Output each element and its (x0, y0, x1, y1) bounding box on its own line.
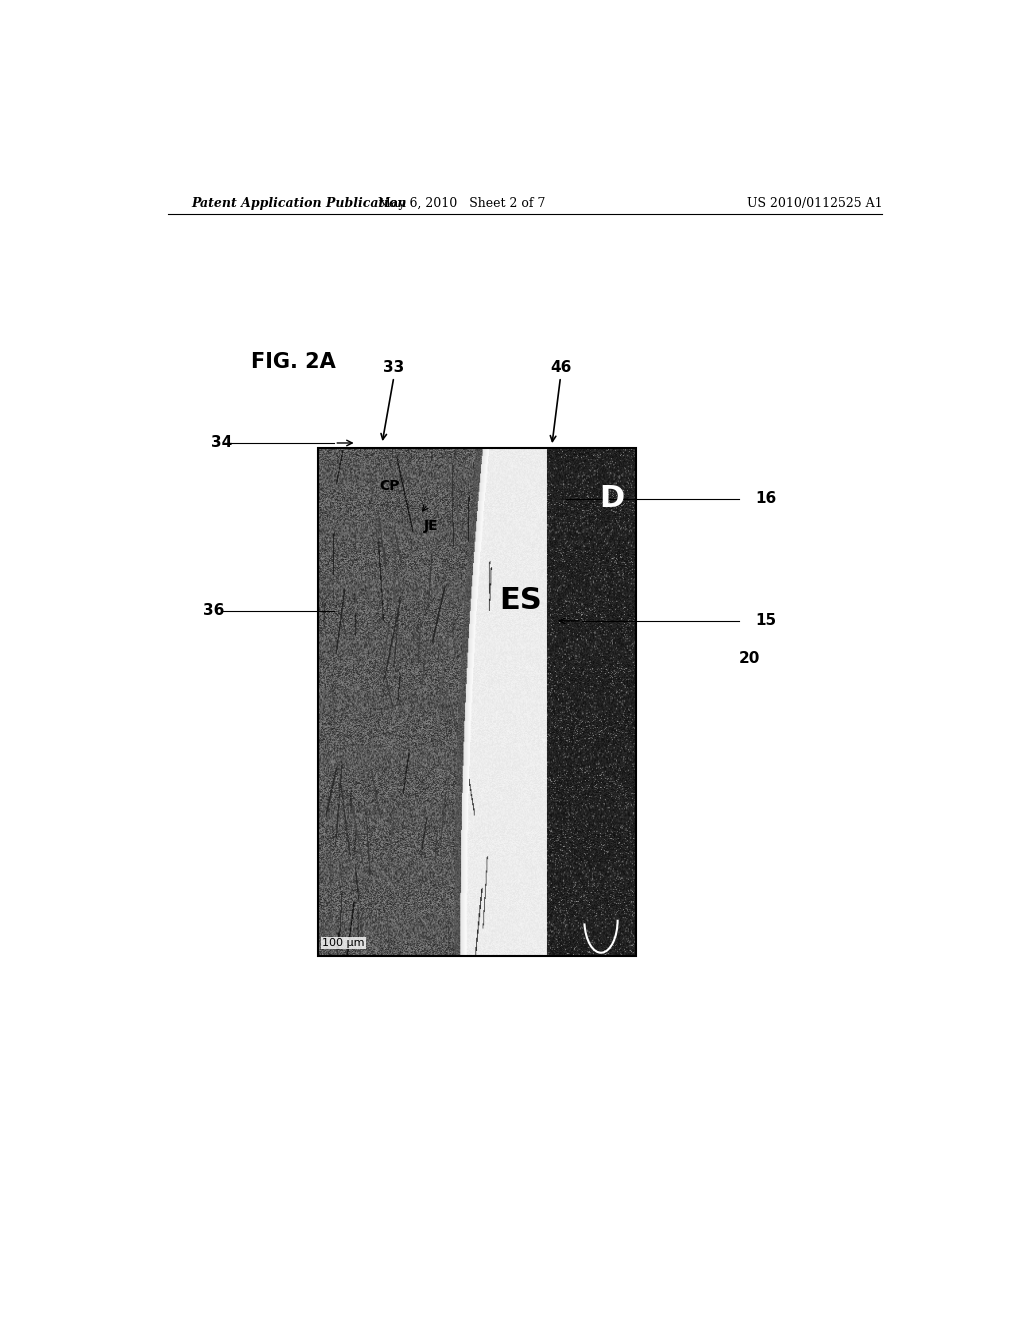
Text: JE: JE (424, 519, 438, 533)
Text: 100 µm: 100 µm (323, 939, 365, 948)
Text: D: D (599, 484, 625, 513)
Text: US 2010/0112525 A1: US 2010/0112525 A1 (748, 197, 883, 210)
Text: 33: 33 (383, 360, 404, 375)
Text: 36: 36 (204, 603, 224, 618)
Bar (318, 447, 636, 956)
Text: Patent Application Publication: Patent Application Publication (191, 197, 407, 210)
Text: 20: 20 (739, 651, 761, 667)
Text: 46: 46 (550, 360, 571, 375)
Text: 34: 34 (211, 436, 232, 450)
Text: May 6, 2010   Sheet 2 of 7: May 6, 2010 Sheet 2 of 7 (378, 197, 545, 210)
Text: 15: 15 (755, 614, 776, 628)
Text: FIG. 2A: FIG. 2A (251, 351, 336, 372)
Text: ES: ES (500, 586, 542, 615)
Text: CP: CP (380, 479, 400, 492)
Text: CEJ: CEJ (594, 422, 616, 437)
Text: 16: 16 (755, 491, 776, 507)
